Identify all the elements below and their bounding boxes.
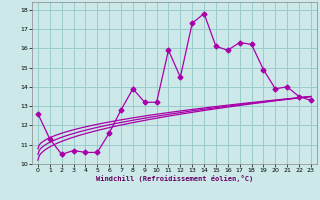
X-axis label: Windchill (Refroidissement éolien,°C): Windchill (Refroidissement éolien,°C) <box>96 175 253 182</box>
